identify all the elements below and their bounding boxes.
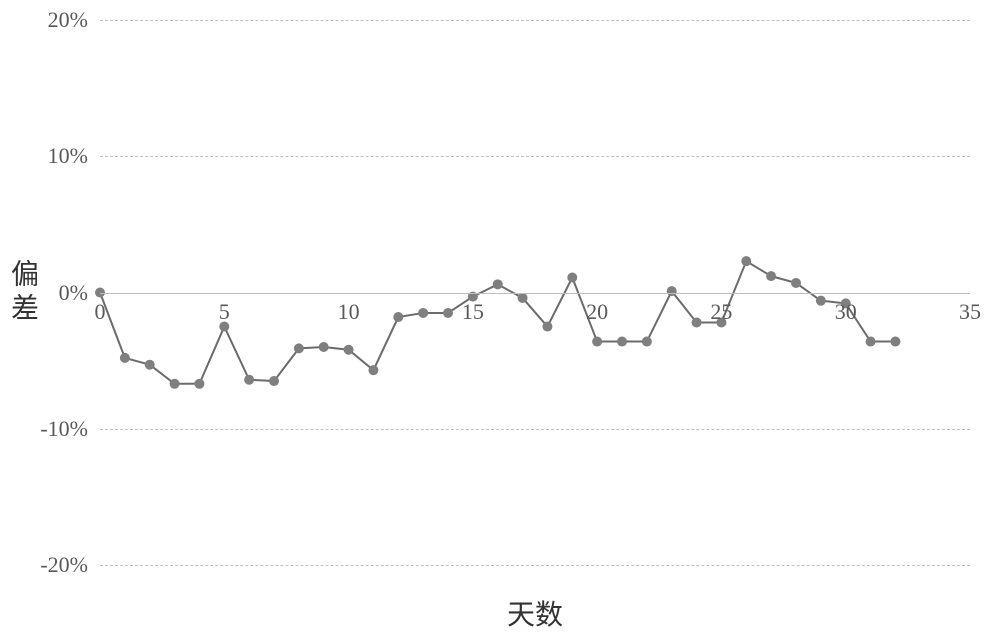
y-tick-label: -10%: [0, 416, 88, 442]
data-marker: [443, 308, 453, 318]
data-marker: [791, 278, 801, 288]
data-marker: [120, 353, 130, 363]
data-marker: [493, 279, 503, 289]
x-tick-label: 20: [586, 299, 608, 325]
data-marker: [567, 273, 577, 283]
data-marker: [542, 322, 552, 332]
data-marker: [890, 337, 900, 347]
data-marker: [617, 337, 627, 347]
x-axis-title: 天数: [507, 593, 563, 633]
x-tick-label: 0: [95, 299, 106, 325]
data-marker: [642, 337, 652, 347]
y-tick-label: 0%: [0, 280, 88, 306]
data-marker: [145, 360, 155, 370]
data-marker: [667, 286, 677, 296]
data-marker: [319, 342, 329, 352]
data-marker: [766, 271, 776, 281]
x-tick-label: 35: [959, 299, 981, 325]
data-marker: [244, 375, 254, 385]
data-marker: [194, 379, 204, 389]
data-marker: [866, 337, 876, 347]
y-tick-label: 10%: [0, 143, 88, 169]
data-marker: [344, 345, 354, 355]
data-marker: [518, 293, 528, 303]
data-marker: [269, 376, 279, 386]
data-marker: [393, 312, 403, 322]
x-tick-label: 25: [710, 299, 732, 325]
x-tick-label: 5: [219, 299, 230, 325]
y-tick-label: -20%: [0, 552, 88, 578]
data-marker: [592, 337, 602, 347]
data-marker: [368, 365, 378, 375]
data-marker: [741, 256, 751, 266]
x-tick-label: 15: [462, 299, 484, 325]
y-tick-label: 20%: [0, 7, 88, 33]
grid-line: [100, 20, 970, 21]
deviation-line-chart: 偏差 天数 -20%-10%0%10%20%05101520253035: [0, 0, 1000, 631]
x-axis-baseline: [100, 293, 970, 294]
grid-line: [100, 565, 970, 566]
data-marker: [816, 296, 826, 306]
x-tick-label: 30: [835, 299, 857, 325]
data-marker: [418, 308, 428, 318]
data-marker: [692, 317, 702, 327]
data-marker: [170, 379, 180, 389]
grid-line: [100, 429, 970, 430]
grid-line: [100, 156, 970, 157]
data-marker: [294, 343, 304, 353]
x-tick-label: 10: [338, 299, 360, 325]
